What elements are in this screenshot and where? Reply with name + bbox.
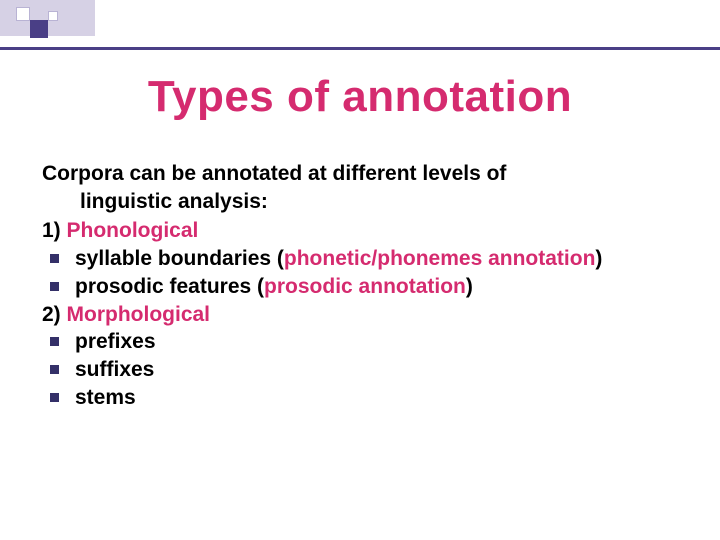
section2-heading: 2) Morphological: [42, 301, 682, 329]
list-item: prosodic features (prosodic annotation): [42, 273, 682, 301]
list-item: prefixes: [42, 328, 682, 356]
section2-title: Morphological: [67, 303, 211, 326]
bullet-square-icon: [50, 337, 59, 346]
text-accent: phonetic/phonemes annotation: [284, 247, 596, 270]
bullet-square-icon: [50, 254, 59, 263]
section1-title: Phonological: [67, 219, 199, 242]
text-pre: prosodic features (: [75, 275, 264, 298]
list-item: syllable boundaries (phonetic/phonemes a…: [42, 245, 682, 273]
list-item: suffixes: [42, 356, 682, 384]
text-accent: prosodic annotation: [264, 275, 466, 298]
bullet-square-icon: [50, 393, 59, 402]
list-item-text: suffixes: [75, 356, 154, 384]
text-post: ): [466, 275, 473, 298]
slide-title: Types of annotation: [0, 72, 720, 122]
text-post: ): [595, 247, 602, 270]
section1-heading: 1) Phonological: [42, 217, 682, 245]
slide-content: Corpora can be annotated at different le…: [42, 160, 682, 411]
section2-prefix: 2): [42, 303, 67, 326]
text-pre: syllable boundaries (: [75, 247, 284, 270]
top-stripe: [0, 47, 720, 50]
intro-line1: Corpora can be annotated at different le…: [42, 162, 506, 185]
list-item-text: syllable boundaries (phonetic/phonemes a…: [75, 245, 602, 273]
section1-prefix: 1): [42, 219, 67, 242]
corner-decoration: [0, 0, 95, 48]
list-item-text: prefixes: [75, 328, 156, 356]
list-item: stems: [42, 384, 682, 412]
bullet-square-icon: [50, 365, 59, 374]
list-item-text: stems: [75, 384, 136, 412]
list-item-text: prosodic features (prosodic annotation): [75, 273, 473, 301]
bullet-square-icon: [50, 282, 59, 291]
intro-text: Corpora can be annotated at different le…: [42, 160, 682, 215]
intro-line2: linguistic analysis:: [42, 188, 682, 216]
